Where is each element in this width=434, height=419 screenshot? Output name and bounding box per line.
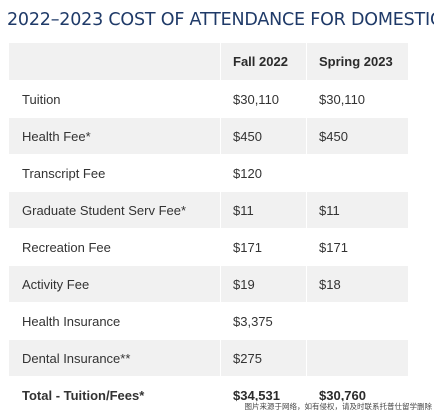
total-row: Total - Tuition/Fees* $34,531 $30,760 xyxy=(8,376,409,414)
fall-value: $30,110 xyxy=(220,80,307,118)
header-item xyxy=(8,42,221,81)
table-row: Dental Insurance** $275 xyxy=(8,339,409,377)
fall-value: $171 xyxy=(220,228,307,266)
table-header-row: Fall 2022 Spring 2023 xyxy=(8,42,409,81)
table-row: Health Insurance $3,375 xyxy=(8,302,409,340)
spring-value: $30,110 xyxy=(306,80,409,118)
spring-value xyxy=(306,154,409,192)
fall-value: $275 xyxy=(220,339,307,377)
page-title: 2022–2023 COST OF ATTENDANCE FOR DOMESTI… xyxy=(7,10,434,30)
total-label: Total - Tuition/Fees* xyxy=(8,376,221,414)
row-label: Health Insurance xyxy=(8,302,221,340)
spring-value: $450 xyxy=(306,117,409,155)
fall-value: $450 xyxy=(220,117,307,155)
fall-value: $11 xyxy=(220,191,307,229)
spring-value xyxy=(306,302,409,340)
table-row: Transcript Fee $120 xyxy=(8,154,409,192)
header-fall-2022: Fall 2022 xyxy=(220,42,307,81)
row-label: Transcript Fee xyxy=(8,154,221,192)
spring-value: $11 xyxy=(306,191,409,229)
spring-value: $18 xyxy=(306,265,409,303)
header-spring-2023: Spring 2023 xyxy=(306,42,409,81)
table-row: Tuition $30,110 $30,110 xyxy=(8,80,409,118)
fall-value: $3,375 xyxy=(220,302,307,340)
fall-value: $19 xyxy=(220,265,307,303)
row-label: Dental Insurance** xyxy=(8,339,221,377)
spring-value xyxy=(306,339,409,377)
table-row: Graduate Student Serv Fee* $11 $11 xyxy=(8,191,409,229)
table-row: Activity Fee $19 $18 xyxy=(8,265,409,303)
table-row: Recreation Fee $171 $171 xyxy=(8,228,409,266)
row-label: Recreation Fee xyxy=(8,228,221,266)
row-label: Activity Fee xyxy=(8,265,221,303)
spring-value: $171 xyxy=(306,228,409,266)
fall-value: $120 xyxy=(220,154,307,192)
row-label: Tuition xyxy=(8,80,221,118)
cost-of-attendance-table: Fall 2022 Spring 2023 Tuition $30,110 $3… xyxy=(8,42,409,414)
table-row: Health Fee* $450 $450 xyxy=(8,117,409,155)
row-label: Health Fee* xyxy=(8,117,221,155)
row-label: Graduate Student Serv Fee* xyxy=(8,191,221,229)
image-source-watermark: 图片来源于网络，如有侵权，请及时联系托普仕留学删除 xyxy=(244,401,432,412)
